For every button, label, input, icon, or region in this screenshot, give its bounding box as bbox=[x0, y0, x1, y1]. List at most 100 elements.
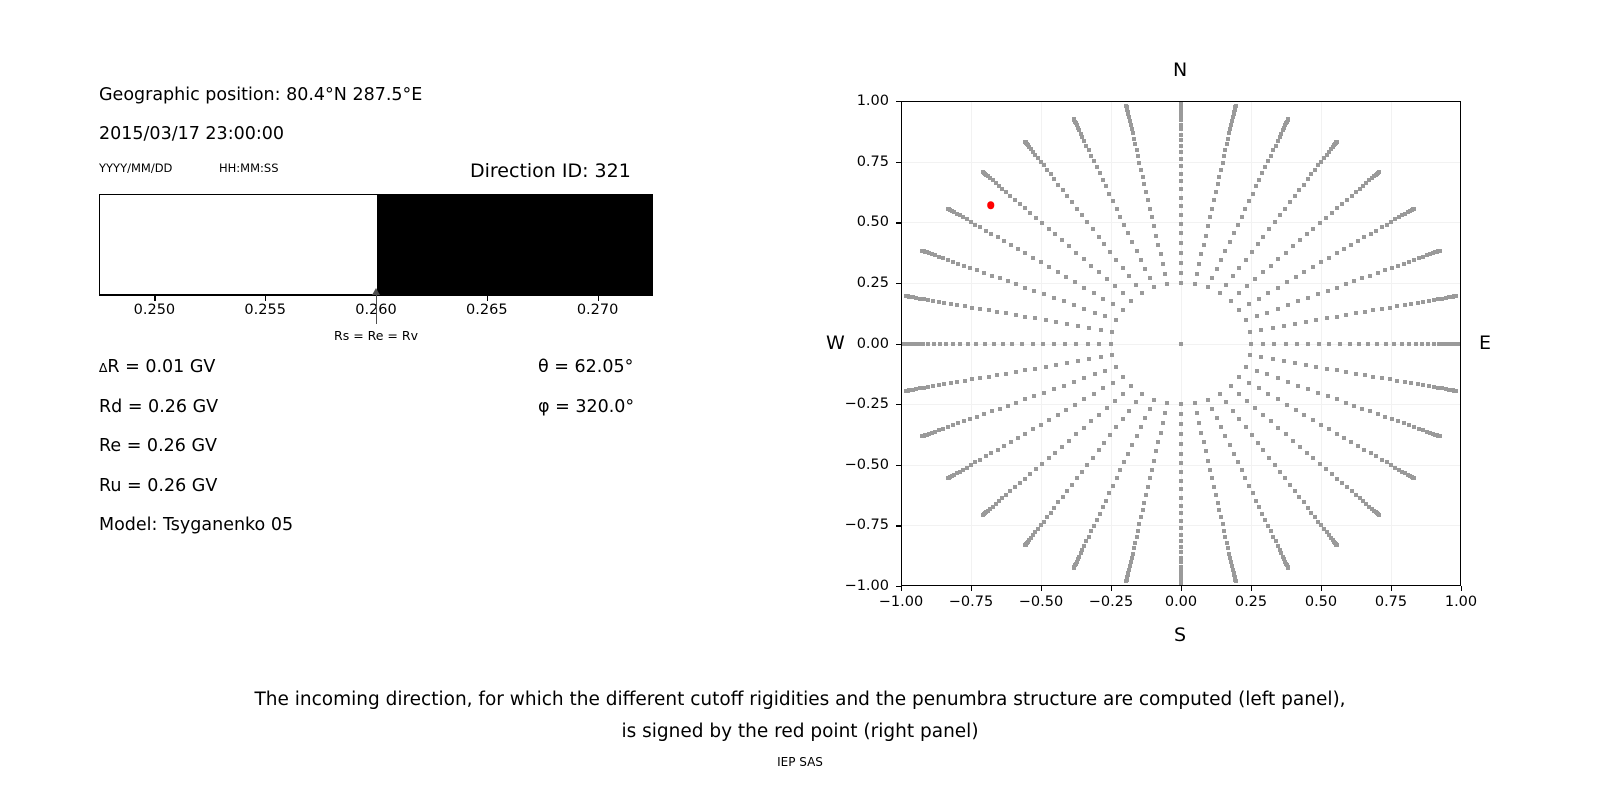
x-axis-tick-label: −0.75 bbox=[948, 594, 994, 610]
grid-point bbox=[1104, 405, 1109, 410]
grid-point bbox=[1440, 296, 1445, 301]
grid-point bbox=[1283, 341, 1288, 346]
grid-point bbox=[1421, 299, 1426, 304]
grid-point bbox=[1080, 213, 1085, 218]
grid-point bbox=[1218, 167, 1223, 172]
grid-point bbox=[1207, 467, 1212, 472]
grid-point bbox=[978, 376, 983, 381]
grid-point bbox=[960, 467, 965, 472]
grid-point bbox=[1319, 159, 1324, 164]
grid-point bbox=[1243, 425, 1248, 430]
grid-point bbox=[911, 295, 916, 300]
grid-point bbox=[1297, 188, 1302, 193]
grid-point bbox=[1257, 505, 1262, 510]
grid-point bbox=[1317, 461, 1322, 466]
grid-point bbox=[1267, 227, 1272, 232]
grid-point bbox=[920, 434, 925, 439]
grid-point bbox=[1078, 551, 1083, 556]
grid-point bbox=[1260, 171, 1265, 176]
selected-direction-point[interactable] bbox=[986, 201, 995, 210]
grid-point bbox=[1051, 341, 1056, 346]
parameter-row: Re = 0.26 GV bbox=[99, 436, 217, 456]
grid-point bbox=[1091, 391, 1096, 396]
grid-point bbox=[1101, 386, 1106, 391]
grid-point bbox=[1032, 288, 1037, 293]
grid-point bbox=[1233, 579, 1238, 584]
grid-point bbox=[1010, 341, 1015, 346]
grid-point bbox=[956, 261, 961, 266]
grid-point bbox=[931, 341, 936, 346]
grid-point bbox=[1073, 402, 1078, 407]
grid-point bbox=[993, 502, 998, 507]
grid-point bbox=[1405, 210, 1410, 215]
y-axis-tick-label: −1.00 bbox=[844, 578, 889, 594]
grid-point bbox=[1340, 201, 1345, 206]
grid-point bbox=[1127, 567, 1132, 572]
grid-point bbox=[948, 301, 953, 306]
grid-point bbox=[1041, 519, 1046, 524]
grid-point bbox=[1314, 318, 1319, 323]
grid-point bbox=[1448, 341, 1453, 346]
grid-point bbox=[1179, 164, 1183, 169]
grid-point bbox=[1283, 206, 1288, 211]
grid-point bbox=[1129, 298, 1134, 303]
y-axis-tick bbox=[896, 222, 901, 224]
grid-point bbox=[1207, 215, 1212, 220]
grid-point bbox=[1357, 186, 1362, 191]
grid-point bbox=[1265, 310, 1270, 315]
grid-point bbox=[990, 178, 995, 183]
grid-point bbox=[1082, 306, 1087, 311]
grid-point bbox=[982, 270, 987, 275]
grid-point bbox=[1122, 460, 1127, 465]
grid-point bbox=[1383, 341, 1388, 346]
grid-point bbox=[1296, 299, 1301, 304]
grid-point bbox=[1343, 400, 1348, 405]
grid-point bbox=[1349, 440, 1354, 445]
grid-point bbox=[1179, 250, 1183, 255]
grid-point bbox=[997, 276, 1002, 281]
grid-point bbox=[1061, 299, 1066, 304]
penumbra-tick-label: 0.265 bbox=[466, 302, 508, 318]
penumbra-tick-label: 0.255 bbox=[244, 302, 286, 318]
y-axis-tick-label: 1.00 bbox=[856, 93, 889, 109]
y-axis-tick bbox=[896, 101, 901, 103]
grid-point bbox=[1029, 147, 1034, 152]
grid-point bbox=[1324, 530, 1329, 535]
grid-point bbox=[1013, 369, 1018, 374]
grid-point bbox=[1158, 430, 1163, 435]
grid-point bbox=[952, 472, 957, 477]
grid-point bbox=[1317, 221, 1322, 226]
grid-point bbox=[940, 426, 945, 431]
grid-point bbox=[1023, 397, 1028, 402]
grid-point bbox=[1272, 220, 1277, 225]
grid-point bbox=[1395, 419, 1400, 424]
grid-point bbox=[1235, 222, 1240, 227]
grid-point bbox=[1268, 153, 1273, 158]
grid-point bbox=[1250, 191, 1255, 196]
x-axis-tick bbox=[1391, 586, 1393, 591]
grid-point bbox=[1431, 385, 1436, 390]
grid-point bbox=[1179, 157, 1183, 162]
grid-point bbox=[1425, 429, 1430, 434]
grid-point bbox=[1384, 460, 1389, 465]
grid-point bbox=[1453, 294, 1458, 299]
grid-point bbox=[1001, 443, 1006, 448]
grid-point bbox=[1421, 254, 1426, 259]
grid-point bbox=[1231, 231, 1236, 236]
grid-point bbox=[1335, 476, 1340, 481]
grid-point bbox=[1179, 487, 1183, 492]
grid-point bbox=[1245, 398, 1250, 403]
y-axis-tick bbox=[896, 343, 901, 345]
grid-point bbox=[1369, 506, 1374, 511]
grid-point bbox=[981, 512, 986, 517]
grid-point bbox=[1230, 115, 1235, 120]
grid-point bbox=[1375, 270, 1380, 275]
grid-point bbox=[1400, 213, 1405, 218]
grid-point bbox=[1227, 443, 1232, 448]
grid-point bbox=[1303, 320, 1308, 325]
grid-point bbox=[1230, 564, 1235, 569]
grid-point bbox=[1074, 476, 1079, 481]
grid-point bbox=[1128, 560, 1133, 565]
grid-point bbox=[1101, 296, 1106, 301]
grid-point bbox=[1231, 570, 1236, 575]
